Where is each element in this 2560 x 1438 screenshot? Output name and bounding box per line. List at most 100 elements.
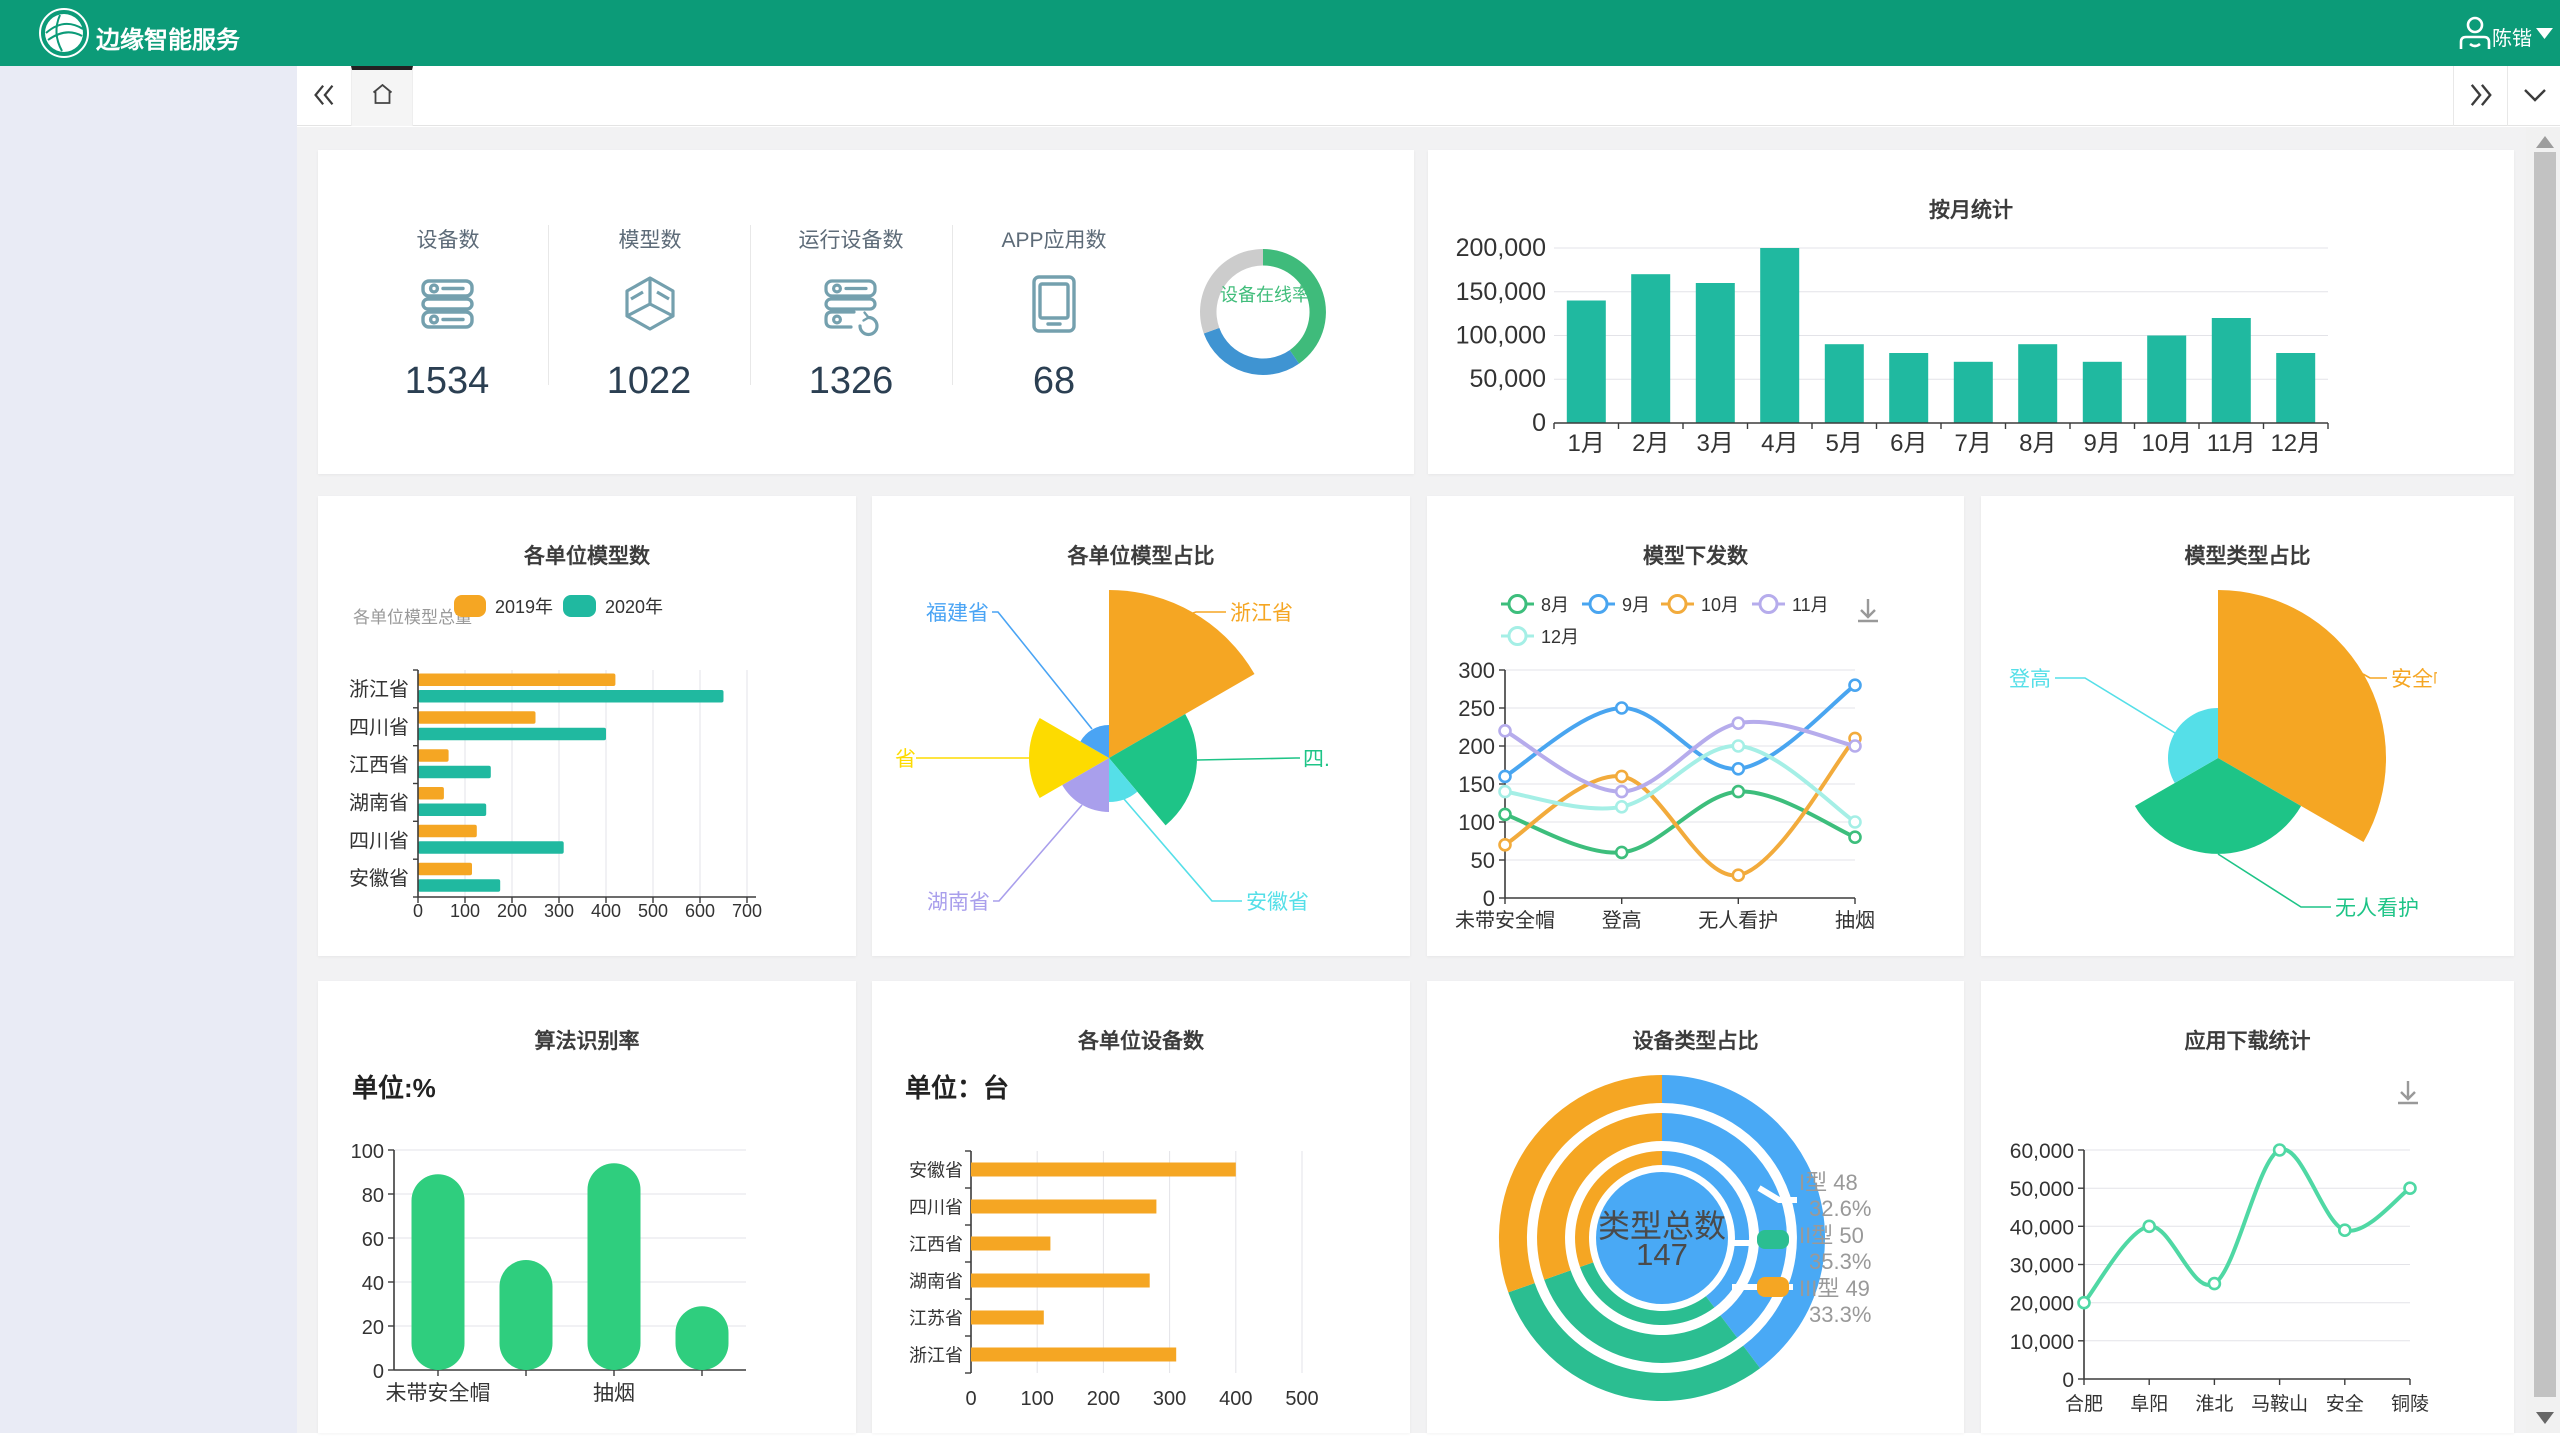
svg-text:0: 0 <box>1532 409 1546 437</box>
svg-text:无人看护: 无人看护 <box>2335 897 2419 920</box>
svg-text:12月: 12月 <box>2270 430 2321 457</box>
svg-text:四川省: 四川省 <box>349 716 409 739</box>
svg-text:35.3%: 35.3% <box>1809 1249 1871 1274</box>
svg-text:50,000: 50,000 <box>2010 1178 2074 1201</box>
svg-text:100: 100 <box>450 901 480 921</box>
svg-text:2月: 2月 <box>1632 430 1669 457</box>
svg-text:安全帽: 安全帽 <box>2391 668 2454 691</box>
svg-text:1022: 1022 <box>607 360 692 402</box>
svg-text:300: 300 <box>544 901 574 921</box>
svg-text:I型 48: I型 48 <box>1799 1170 1858 1195</box>
svg-text:0: 0 <box>373 1361 384 1383</box>
svg-text:3月: 3月 <box>1697 430 1734 457</box>
svg-text:250: 250 <box>1458 696 1495 721</box>
svg-text:33.3%: 33.3% <box>1809 1302 1871 1327</box>
svg-text:100,000: 100,000 <box>1456 322 1546 350</box>
svg-text:150,000: 150,000 <box>1456 278 1546 306</box>
svg-text:8月: 8月 <box>2019 430 2056 457</box>
svg-text:2019年: 2019年 <box>495 597 553 617</box>
svg-text:浙江省: 浙江省 <box>349 678 409 701</box>
svg-text:未带安全帽: 未带安全帽 <box>386 1382 491 1405</box>
svg-text:各单位模型总量: 各单位模型总量 <box>353 608 472 627</box>
svg-text:600: 600 <box>685 901 715 921</box>
svg-text:马鞍山: 马鞍山 <box>2251 1393 2308 1415</box>
svg-text:10,000: 10,000 <box>2010 1331 2074 1354</box>
svg-text:200: 200 <box>1458 734 1495 759</box>
svg-text:单位:%: 单位:% <box>352 1073 436 1103</box>
svg-text:11月: 11月 <box>1792 595 1829 615</box>
svg-text:9月: 9月 <box>1622 595 1650 615</box>
svg-text:1月: 1月 <box>1568 430 1605 457</box>
svg-text:400: 400 <box>591 901 621 921</box>
svg-text:150: 150 <box>1458 772 1495 797</box>
svg-text:未带安全帽: 未带安全帽 <box>1455 909 1555 932</box>
svg-text:II型 50: II型 50 <box>1799 1223 1864 1248</box>
svg-text:福建省: 福建省 <box>926 602 989 625</box>
svg-text:60: 60 <box>362 1229 384 1251</box>
svg-text:浙江省: 浙江省 <box>1230 602 1293 625</box>
svg-text:100: 100 <box>1021 1388 1054 1410</box>
svg-text:登高: 登高 <box>1602 909 1642 932</box>
svg-text:1534: 1534 <box>405 360 490 402</box>
svg-text:省: 省 <box>895 748 916 771</box>
svg-text:安徽省: 安徽省 <box>349 867 409 890</box>
svg-text:淮北: 淮北 <box>2195 1393 2233 1415</box>
svg-text:9月: 9月 <box>2084 430 2121 457</box>
svg-text:江苏省: 江苏省 <box>909 1309 963 1329</box>
svg-text:0: 0 <box>965 1388 976 1410</box>
svg-text:江西省: 江西省 <box>349 754 409 777</box>
svg-text:32.6%: 32.6% <box>1809 1196 1871 1221</box>
svg-text:0: 0 <box>2062 1369 2074 1392</box>
svg-text:40: 40 <box>362 1273 384 1295</box>
svg-text:200: 200 <box>497 901 527 921</box>
svg-text:60,000: 60,000 <box>2010 1140 2074 1163</box>
svg-text:7月: 7月 <box>1955 430 1992 457</box>
svg-text:200: 200 <box>1087 1388 1120 1410</box>
svg-text:浙江省: 浙江省 <box>909 1346 963 1366</box>
svg-text:500: 500 <box>638 901 668 921</box>
svg-text:运行设备数: 运行设备数 <box>799 229 904 252</box>
svg-text:合肥: 合肥 <box>2065 1393 2103 1415</box>
svg-text:40,000: 40,000 <box>2010 1216 2074 1239</box>
svg-text:湖南省: 湖南省 <box>349 791 409 814</box>
svg-text:安徽省: 安徽省 <box>1246 891 1309 914</box>
svg-text:阜阳: 阜阳 <box>2130 1393 2168 1415</box>
svg-text:50,000: 50,000 <box>1470 365 1546 393</box>
svg-text:0: 0 <box>413 901 423 921</box>
svg-text:设备在线率: 设备在线率 <box>1220 285 1310 305</box>
svg-text:类型总数: 类型总数 <box>1598 1208 1726 1244</box>
svg-text:20,000: 20,000 <box>2010 1293 2074 1316</box>
svg-text:6月: 6月 <box>1890 430 1927 457</box>
svg-text:安徽省: 安徽省 <box>909 1161 963 1181</box>
svg-text:100: 100 <box>1458 810 1495 835</box>
svg-text:12月: 12月 <box>1541 627 1579 647</box>
svg-text:登高: 登高 <box>2009 668 2051 691</box>
svg-text:湖南省: 湖南省 <box>909 1272 963 1292</box>
svg-text:68: 68 <box>1033 360 1075 402</box>
svg-text:30,000: 30,000 <box>2010 1255 2074 1278</box>
svg-text:设备数: 设备数 <box>417 229 480 252</box>
svg-text:5月: 5月 <box>1826 430 1863 457</box>
svg-text:2020年: 2020年 <box>605 597 663 617</box>
svg-text:10月: 10月 <box>1701 595 1739 615</box>
svg-text:APP应用数: APP应用数 <box>1001 229 1106 252</box>
svg-text:10月: 10月 <box>2141 430 2192 457</box>
svg-text:50: 50 <box>1471 848 1495 873</box>
svg-text:四川省: 四川省 <box>349 829 409 852</box>
svg-text:抽烟: 抽烟 <box>593 1382 635 1405</box>
svg-text:100: 100 <box>351 1141 384 1163</box>
svg-text:1326: 1326 <box>809 360 894 402</box>
svg-text:抽烟: 抽烟 <box>1835 909 1875 932</box>
svg-text:安全: 安全 <box>2326 1393 2364 1415</box>
svg-text:无人看护: 无人看护 <box>1698 909 1778 932</box>
svg-text:500: 500 <box>1285 1388 1318 1410</box>
svg-text:300: 300 <box>1458 658 1495 683</box>
svg-text:0: 0 <box>1483 886 1495 911</box>
svg-text:20: 20 <box>362 1317 384 1339</box>
svg-text:湖南省: 湖南省 <box>927 891 990 914</box>
svg-text:模型数: 模型数 <box>619 229 682 252</box>
svg-text:III型 49: III型 49 <box>1799 1276 1870 1301</box>
svg-text:4月: 4月 <box>1761 430 1798 457</box>
svg-text:147: 147 <box>1636 1237 1688 1272</box>
svg-text:700: 700 <box>732 901 762 921</box>
